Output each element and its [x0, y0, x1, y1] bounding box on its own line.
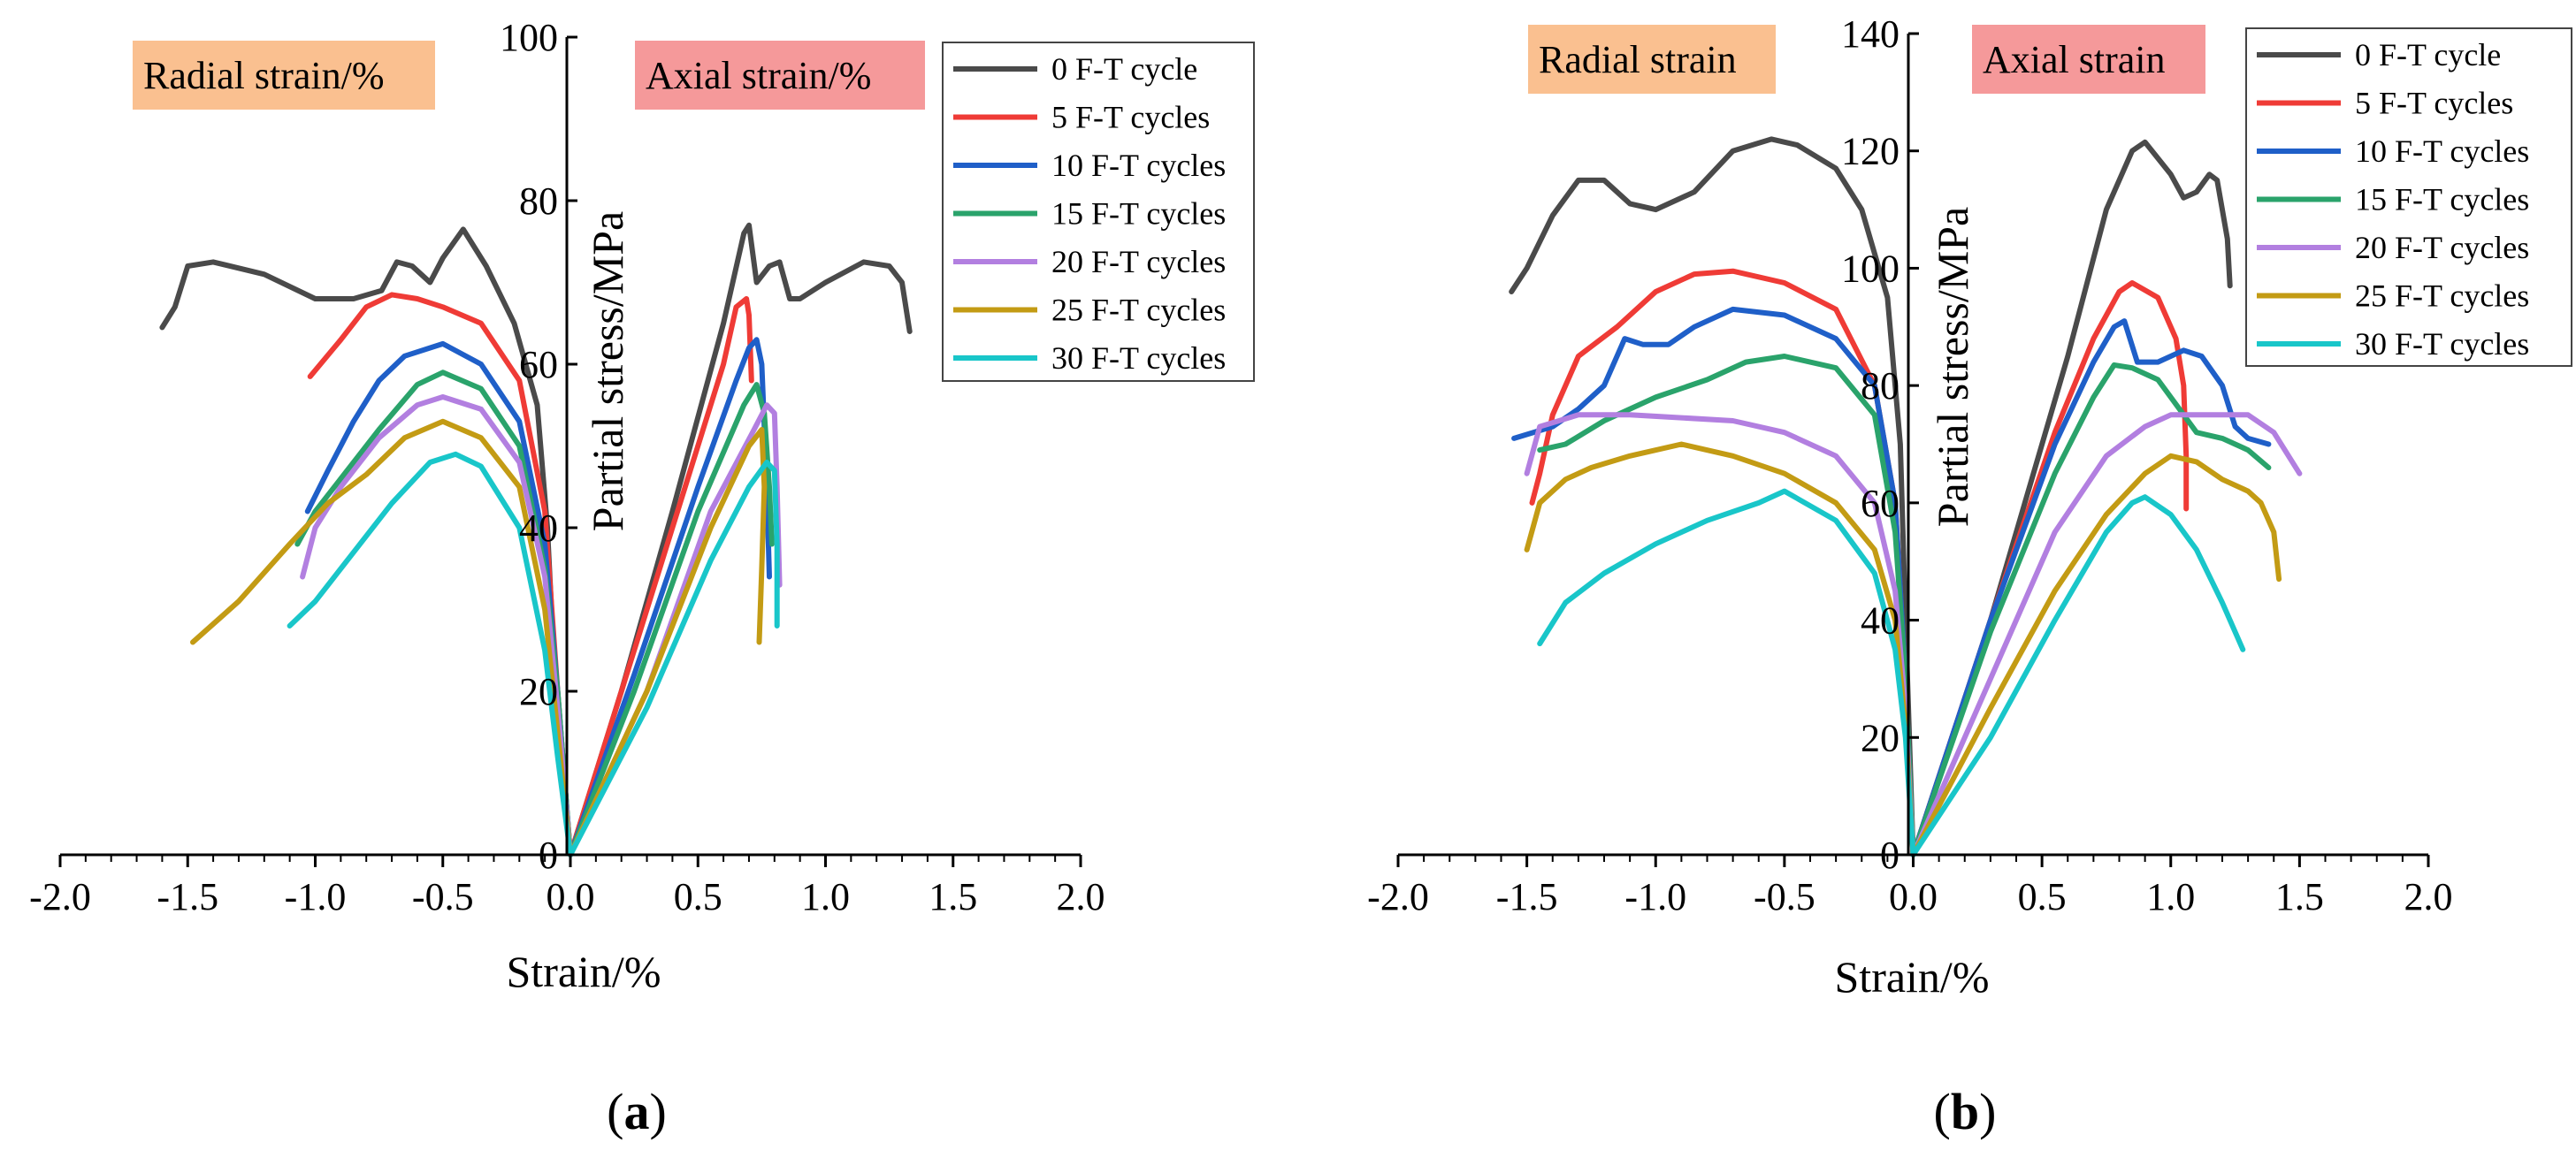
legend-label-25-f-t-cycles: 25 F-T cycles: [2355, 278, 2529, 314]
y-tick-label: 20: [1861, 716, 1900, 759]
y-axis-ticks: 0 20 40 60 80 100: [500, 16, 577, 877]
x-tick-label: 0.0: [547, 875, 595, 918]
legend-label-25-f-t-cycles: 25 F-T cycles: [1051, 293, 1226, 328]
series-line-radial-15-f-t-cycles: [1537, 354, 1916, 857]
series-line-axial-25-f-t-cycles: [568, 427, 768, 857]
y-tick-label: 40: [1861, 599, 1900, 643]
y-axis-ticks: 0 20 40 60 80 100 120 140: [1841, 12, 1919, 877]
x-tick-label: -1.0: [1624, 875, 1686, 918]
legend-label-10-f-t-cycles: 10 F-T cycles: [1051, 148, 1226, 183]
legend-label-30-f-t-cycles: 30 F-T cycles: [2355, 326, 2529, 362]
series-line-radial-0-f-t-cycle: [159, 226, 573, 857]
x-tick-label: 1.5: [929, 875, 977, 918]
x-tick-label: 0.0: [1889, 875, 1938, 918]
x-axis-title: Strain/%: [507, 947, 661, 996]
series-line-radial-20-f-t-cycles: [1524, 412, 1916, 857]
x-tick-label: -2.0: [29, 875, 91, 918]
series-line-radial-30-f-t-cycles: [287, 451, 573, 857]
x-tick-label: 1.0: [801, 875, 850, 918]
series-line-axial-5-f-t-cycles: [568, 296, 754, 857]
series-line-axial-5-f-t-cycles: [1910, 280, 2190, 857]
panel-label-b: (b): [1934, 1083, 1997, 1140]
y-tick-label: 20: [519, 670, 558, 713]
panel-b: Radial strain Axial strain -2.0 -1.5 -1.0-…: [1367, 12, 2572, 1140]
series-line-radial-0-f-t-cycle: [1509, 136, 1916, 857]
x-tick-label: 2.0: [1057, 875, 1105, 918]
legend-label-15-f-t-cycles: 15 F-T cycles: [2355, 182, 2529, 217]
axial-strain-badge-bg: [1972, 25, 2205, 94]
legend-label-30-f-t-cycles: 30 F-T cycles: [1051, 340, 1226, 376]
y-tick-label: 80: [1861, 364, 1900, 408]
x-tick-label: -1.5: [1496, 875, 1558, 918]
y-tick-label: 100: [1841, 247, 1900, 290]
y-tick-label: 40: [519, 507, 558, 550]
panel-a: Radial strain/% Axial strain/% -2.0 -1.5-…: [29, 16, 1255, 1140]
legend-label-20-f-t-cycles: 20 F-T cycles: [1051, 244, 1226, 279]
x-tick-label: 0.5: [674, 875, 722, 918]
panel-label-a: (a): [607, 1083, 667, 1140]
series-line-axial-15-f-t-cycles: [1910, 362, 2272, 857]
series-line-radial-5-f-t-cycles: [1529, 268, 1916, 857]
legend-label-5-f-t-cycles: 5 F-T cycles: [2355, 86, 2513, 121]
y-tick-label: 60: [1861, 482, 1900, 525]
x-tick-label: 0.5: [2018, 875, 2067, 918]
legend-label-20-f-t-cycles: 20 F-T cycles: [2355, 230, 2529, 265]
legend-label-0-f-t-cycle: 0 F-T cycle: [2355, 37, 2501, 72]
x-tick-label: 1.0: [2146, 875, 2195, 918]
y-tick-label: 120: [1841, 130, 1900, 173]
series-line-radial-25-f-t-cycles: [1524, 441, 1916, 857]
radial-strain-badge: Radial strain: [1539, 38, 1737, 81]
y-tick-label: 100: [500, 16, 558, 59]
series-line-axial-0-f-t-cycle: [568, 222, 913, 857]
series-group: [159, 222, 913, 857]
y-axis-title: Partial stress/MPa: [583, 211, 632, 531]
series-line-radial-30-f-t-cycles: [1537, 488, 1916, 857]
axial-strain-badge: Axial strain/%: [646, 54, 871, 97]
y-tick-label: 80: [519, 179, 558, 223]
series-line-axial-30-f-t-cycles: [1910, 494, 2246, 857]
x-axis-title: Strain/%: [1835, 952, 1990, 1002]
x-tick-label: 1.5: [2275, 875, 2324, 918]
series-line-axial-15-f-t-cycles: [568, 382, 775, 857]
radial-strain-badge-bg: [1528, 25, 1776, 94]
series-line-axial-0-f-t-cycle: [1910, 139, 2233, 857]
x-tick-label: 2.0: [2404, 875, 2453, 918]
series-line-radial-10-f-t-cycles: [1511, 306, 1916, 857]
series-line-axial-25-f-t-cycles: [1910, 453, 2282, 857]
y-tick-label: 60: [519, 343, 558, 386]
x-tick-label: -1.0: [285, 875, 347, 918]
legend: 0 F-T cycle 5 F-T cycles 10 F-T cycles 15 F…: [942, 42, 1255, 382]
x-axis-ticks: -2.0 -1.5 -1.0 -0.5 0.0 0.5 1.0 1.5 2.0: [29, 855, 1105, 918]
x-tick-label: -2.0: [1367, 875, 1429, 918]
y-axis-title: Partial stress/MPa: [1928, 207, 1977, 527]
y-tick-label: 0: [1880, 834, 1900, 877]
y-tick-label: 0: [539, 834, 558, 877]
x-tick-label: -0.5: [1754, 875, 1815, 918]
y-tick-label: 140: [1841, 12, 1900, 56]
series-line-axial-30-f-t-cycles: [568, 460, 780, 857]
legend-label-5-f-t-cycles: 5 F-T cycles: [1051, 100, 1210, 135]
series-group: [1509, 136, 2303, 857]
axial-strain-badge: Axial strain: [1983, 38, 2166, 81]
axial-strain-badge-bg: [635, 41, 925, 110]
series-line-radial-25-f-t-cycles: [190, 418, 573, 857]
legend-label-15-f-t-cycles: 15 F-T cycles: [1051, 196, 1226, 232]
x-axis-ticks: -2.0 -1.5 -1.0 -0.5 0.0 0.5 1.0 1.5 2.0: [1367, 855, 2453, 918]
radial-strain-badge-bg: [133, 41, 435, 110]
series-line-axial-20-f-t-cycles: [1910, 412, 2303, 857]
x-tick-label: -1.5: [157, 875, 218, 918]
series-line-axial-10-f-t-cycles: [1910, 318, 2272, 857]
x-tick-label: -0.5: [412, 875, 474, 918]
radial-strain-badge: Radial strain/%: [143, 54, 385, 97]
legend-label-0-f-t-cycle: 0 F-T cycle: [1051, 51, 1197, 87]
legend-label-10-f-t-cycles: 10 F-T cycles: [2355, 133, 2529, 169]
legend: 0 F-T cycle 5 F-T cycles 10 F-T cycles 15 F…: [2245, 27, 2572, 367]
